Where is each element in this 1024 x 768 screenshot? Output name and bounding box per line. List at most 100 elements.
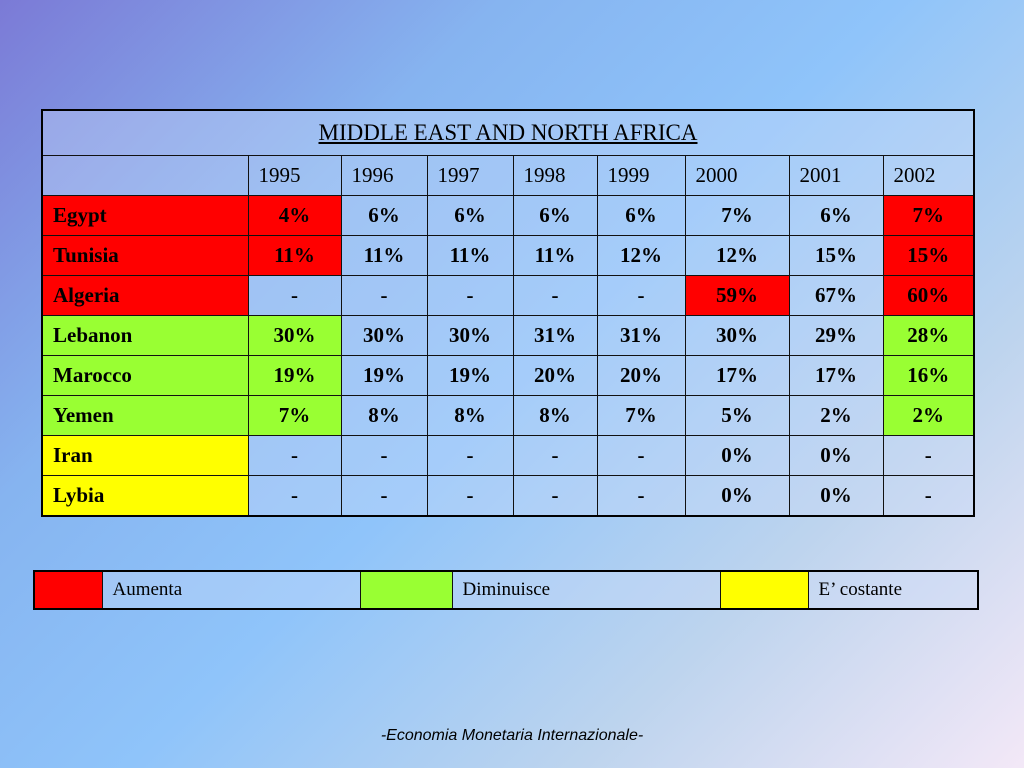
color-legend: Aumenta Diminuisce E’ costante — [33, 570, 979, 610]
legend-label: Diminuisce — [451, 570, 721, 610]
year-header: 2001 — [788, 155, 884, 196]
value-cell: 31% — [596, 315, 686, 356]
value-cell: 0% — [788, 435, 884, 476]
value-cell: 30% — [247, 315, 342, 356]
country-cell: Lybia — [41, 475, 249, 517]
value-cell: 12% — [684, 235, 790, 276]
legend-label: Aumenta — [101, 570, 361, 610]
value-cell: - — [512, 475, 598, 517]
value-cell: 29% — [788, 315, 884, 356]
year-header: 1999 — [596, 155, 686, 196]
value-cell: - — [596, 435, 686, 476]
legend-label: E’ costante — [807, 570, 979, 610]
year-header: 1995 — [247, 155, 342, 196]
year-header: 2002 — [882, 155, 975, 196]
legend-swatch — [719, 570, 809, 610]
value-cell: 28% — [882, 315, 975, 356]
footer-text: -Economia Monetaria Internazionale- — [380, 727, 644, 744]
value-cell: 7% — [684, 195, 790, 236]
value-cell: 67% — [788, 275, 884, 316]
value-cell: 20% — [512, 355, 598, 396]
table-row: Marocco 19% 19% 19% 20% 20% 17% 17% 16% — [41, 355, 975, 396]
legend-swatch — [33, 570, 103, 610]
value-cell: 6% — [596, 195, 686, 236]
value-cell: 11% — [247, 235, 342, 276]
value-cell: - — [426, 475, 514, 517]
country-cell: Iran — [41, 435, 249, 476]
value-cell: - — [247, 435, 342, 476]
value-cell: 30% — [340, 315, 428, 356]
value-cell: 30% — [426, 315, 514, 356]
table-title: MIDDLE EAST AND NORTH AFRICA — [41, 109, 975, 156]
table-row: Egypt 4% 6% 6% 6% 6% 7% 6% 7% — [41, 195, 975, 236]
value-cell: - — [596, 275, 686, 316]
value-cell: 16% — [882, 355, 975, 396]
year-header: 2000 — [684, 155, 790, 196]
value-cell: - — [247, 275, 342, 316]
value-cell: - — [882, 435, 975, 476]
value-cell: - — [882, 475, 975, 517]
table-row: Lybia - - - - -0% 0% - — [41, 475, 975, 517]
legend-row: Aumenta Diminuisce E’ costante — [33, 570, 979, 610]
value-cell: 4% — [247, 195, 342, 236]
country-cell: Tunisia — [41, 235, 249, 276]
value-cell: 7% — [882, 195, 975, 236]
value-cell: 0% — [684, 435, 790, 476]
value-cell: - — [596, 475, 686, 517]
value-cell: 31% — [512, 315, 598, 356]
value-cell: 17% — [788, 355, 884, 396]
value-cell: 6% — [426, 195, 514, 236]
value-cell: 11% — [426, 235, 514, 276]
country-cell: Lebanon — [41, 315, 249, 356]
country-cell: Egypt — [41, 195, 249, 236]
value-cell: 15% — [788, 235, 884, 276]
value-cell: 7% — [596, 395, 686, 436]
year-header: 1998 — [512, 155, 598, 196]
legend-swatch — [359, 570, 453, 610]
value-cell: 59% — [684, 275, 790, 316]
value-cell: 8% — [426, 395, 514, 436]
country-cell: Yemen — [41, 395, 249, 436]
table-row: Lebanon 30% 30% 30% 31% 31% 30% 29% 28% — [41, 315, 975, 356]
value-cell: 7% — [247, 395, 342, 436]
value-cell: 19% — [247, 355, 342, 396]
value-cell: 11% — [512, 235, 598, 276]
value-cell: 5% — [684, 395, 790, 436]
value-cell: 15% — [882, 235, 975, 276]
value-cell: 30% — [684, 315, 790, 356]
value-cell: 19% — [340, 355, 428, 396]
country-cell: Algeria — [41, 275, 249, 316]
value-cell: - — [426, 435, 514, 476]
value-cell: 12% — [596, 235, 686, 276]
table-row: Tunisia 11% 11% 11% 11% 12% 12% 15% 15% — [41, 235, 975, 276]
value-cell: - — [247, 475, 342, 517]
year-header: 1996 — [340, 155, 428, 196]
country-cell: Marocco — [41, 355, 249, 396]
table-row: Yemen 7% 8% 8% 8% 7% 5% 2% 2% — [41, 395, 975, 436]
value-cell: 20% — [596, 355, 686, 396]
value-cell: - — [340, 435, 428, 476]
value-cell: 6% — [788, 195, 884, 236]
value-cell: 6% — [512, 195, 598, 236]
value-cell: 8% — [340, 395, 428, 436]
year-header-row: 1995 1996 1997 1998 1999 2000 2001 2002 — [41, 155, 975, 196]
value-cell: 11% — [340, 235, 428, 276]
year-header: 1997 — [426, 155, 514, 196]
table-row: Iran - - - - -0% 0% - — [41, 435, 975, 476]
value-cell: 17% — [684, 355, 790, 396]
corner-cell — [41, 155, 249, 196]
value-cell: 2% — [882, 395, 975, 436]
value-cell: 8% — [512, 395, 598, 436]
value-cell: 6% — [340, 195, 428, 236]
value-cell: 19% — [426, 355, 514, 396]
value-cell: 0% — [788, 475, 884, 517]
value-cell: - — [426, 275, 514, 316]
value-cell: 2% — [788, 395, 884, 436]
data-table: MIDDLE EAST AND NORTH AFRICA 1995 1996 1… — [41, 109, 975, 517]
value-cell: 60% — [882, 275, 975, 316]
value-cell: - — [340, 475, 428, 517]
value-cell: - — [340, 275, 428, 316]
value-cell: - — [512, 275, 598, 316]
table-row: Algeria - - - - -59% 67% 60% — [41, 275, 975, 316]
value-cell: 0% — [684, 475, 790, 517]
